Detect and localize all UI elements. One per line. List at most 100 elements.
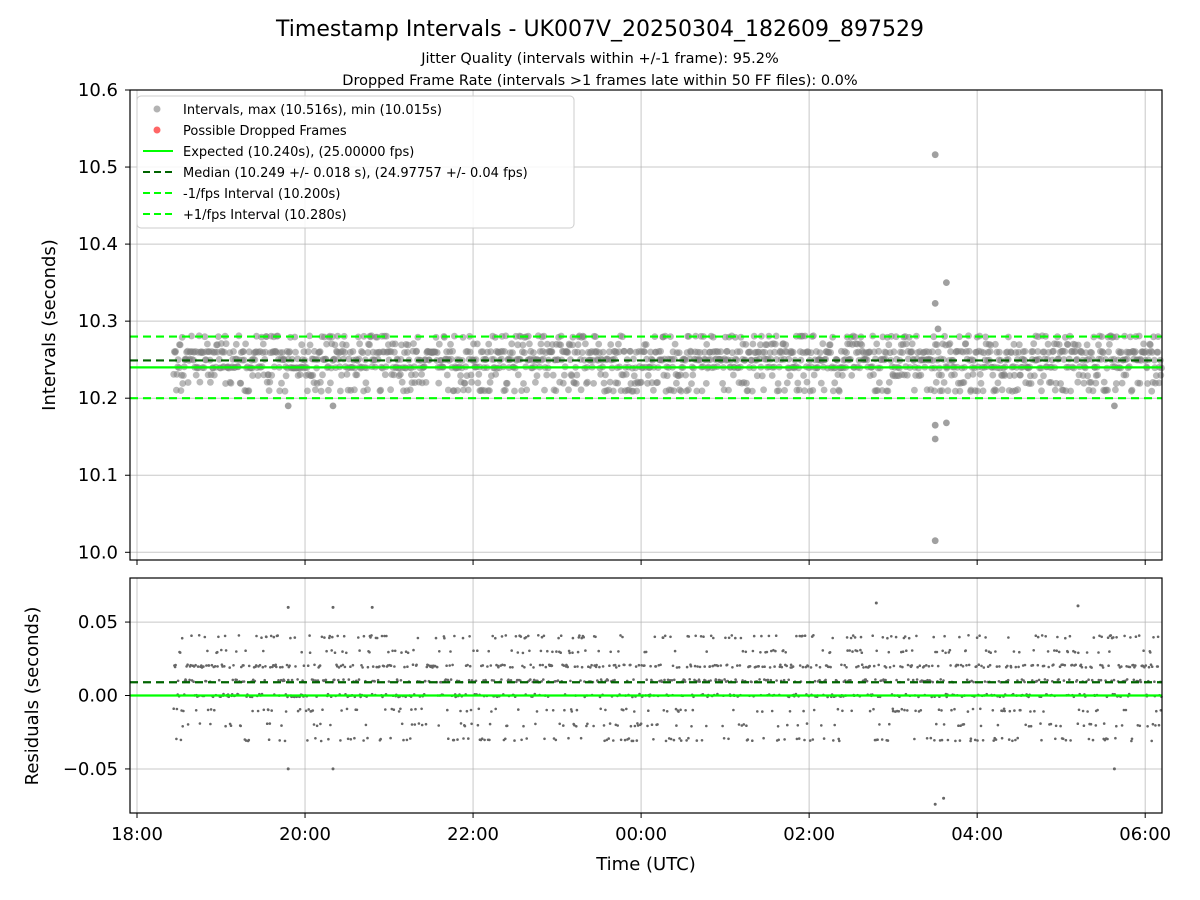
residual-point: [513, 739, 516, 742]
interval-point: [292, 348, 299, 356]
residual-point: [836, 707, 840, 711]
residual-point: [1137, 634, 1141, 637]
residual-point: [389, 736, 392, 740]
residual-point: [494, 707, 498, 711]
interval-point: [858, 341, 866, 349]
residual-point: [1061, 663, 1065, 666]
residual-point: [776, 725, 780, 728]
residual-point: [1107, 664, 1110, 667]
interval-point: [801, 332, 809, 340]
residual-point: [349, 665, 352, 668]
residual-point: [619, 738, 623, 742]
residual-point: [576, 650, 580, 654]
interval-point: [1089, 387, 1097, 395]
interval-point: [794, 379, 802, 387]
residual-point: [683, 680, 687, 684]
residual-point: [517, 708, 520, 711]
interval-point: [717, 348, 725, 355]
interval-point: [771, 348, 778, 356]
residual-point: [1042, 710, 1045, 713]
residual-point: [224, 724, 227, 728]
residual-point: [1051, 680, 1054, 683]
interval-point: [584, 378, 591, 386]
interval-point: [822, 355, 829, 363]
interval-point: [327, 379, 334, 387]
residual-point: [607, 737, 610, 740]
residual-point: [486, 665, 489, 668]
interval-point: [903, 371, 911, 379]
residual-point: [186, 723, 190, 726]
residual-point: [404, 650, 408, 653]
residual-point: [1117, 663, 1120, 667]
interval-point: [580, 333, 588, 341]
interval-point: [461, 380, 469, 387]
residual-point: [1036, 663, 1040, 667]
residual-point: [417, 722, 421, 725]
interval-point: [492, 371, 500, 378]
residual-point: [804, 665, 808, 669]
residual-point: [411, 663, 415, 666]
interval-point: [276, 387, 284, 395]
interval-point: [404, 341, 412, 349]
residual-point: [828, 651, 832, 654]
interval-point: [172, 348, 180, 355]
residual-point: [197, 634, 201, 637]
residual-point: [1109, 634, 1113, 637]
residual-point: [603, 739, 606, 743]
interval-point: [1064, 341, 1072, 348]
interval-point: [688, 380, 695, 387]
residual-point: [860, 651, 864, 654]
residual-point: [757, 665, 760, 668]
interval-point: [1140, 340, 1147, 348]
residual-point: [785, 664, 788, 668]
interval-point: [902, 340, 910, 348]
residual-point: [445, 664, 448, 667]
residual-point: [809, 666, 813, 669]
interval-point: [325, 386, 332, 394]
residual-point: [217, 635, 220, 639]
residual-point: [599, 707, 602, 711]
residual-point: [1087, 737, 1091, 741]
residual-point: [500, 678, 503, 681]
residual-point: [194, 709, 198, 712]
interval-point: [312, 386, 319, 394]
interval-point: [876, 379, 883, 386]
residual-point: [868, 664, 871, 668]
residual-point: [983, 680, 987, 683]
interval-point: [259, 340, 267, 348]
interval-point: [767, 355, 775, 363]
interval-point: [1027, 380, 1035, 387]
residual-point: [554, 680, 557, 683]
residual-point: [907, 678, 910, 681]
interval-point: [908, 340, 916, 348]
residual-point: [242, 680, 246, 683]
interval-point: [466, 348, 474, 356]
interval-point: [1060, 356, 1068, 363]
residual-point: [617, 664, 621, 668]
residual-point: [1062, 679, 1066, 682]
residual-point: [1073, 650, 1077, 654]
residual-point: [341, 663, 345, 667]
interval-point: [412, 371, 419, 378]
residual-point: [355, 708, 359, 712]
residual-point: [1085, 651, 1089, 654]
interval-point: [946, 340, 954, 347]
residual-point: [330, 649, 334, 652]
interval-point: [190, 356, 198, 364]
residual-point: [575, 708, 579, 712]
interval-point: [435, 340, 443, 348]
interval-point: [977, 379, 985, 387]
residual-point: [639, 722, 643, 725]
residual-point: [650, 723, 654, 726]
residual-point: [831, 636, 834, 640]
interval-point: [1014, 386, 1022, 394]
residual-point: [702, 635, 705, 638]
interval-point: [521, 349, 528, 356]
residual-point: [971, 707, 975, 711]
residual-point: [296, 678, 299, 681]
residual-point: [762, 736, 765, 740]
interval-point: [451, 332, 458, 340]
interval-point: [362, 379, 370, 387]
residual-point: [954, 739, 957, 743]
residual-point: [996, 723, 1000, 727]
